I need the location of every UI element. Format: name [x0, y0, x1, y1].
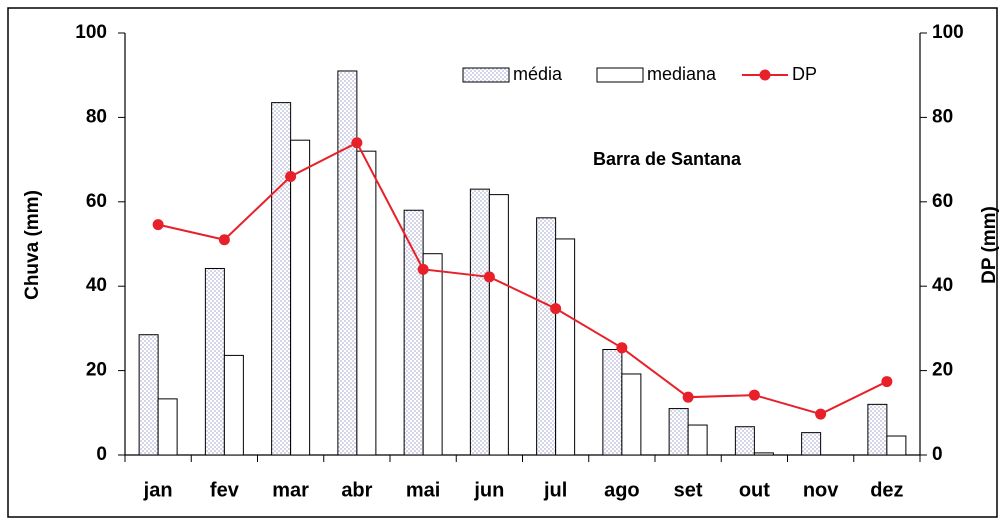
bar [621, 373, 642, 456]
bar [867, 403, 888, 456]
bar [403, 209, 424, 456]
bar [536, 217, 557, 456]
legend-swatch [596, 67, 644, 83]
bar [886, 435, 907, 456]
marker [550, 303, 562, 315]
x-tick-label: jun [473, 479, 504, 501]
x-tick-label: ago [604, 479, 640, 501]
y-tick-label: 100 [75, 22, 107, 43]
y-tick-label: 60 [86, 191, 107, 212]
legend-label: média [513, 64, 563, 84]
x-tick-label: jul [543, 479, 567, 501]
marker [351, 137, 363, 149]
x-tick-label: dez [870, 479, 903, 501]
x-tick-label: mai [406, 479, 440, 501]
x-tick-label: out [739, 479, 770, 501]
bar [356, 150, 377, 456]
marker [417, 263, 429, 275]
bar [687, 424, 708, 456]
bar [271, 102, 292, 456]
legend-label: DP [792, 64, 817, 84]
y2-tick-label: 20 [932, 360, 953, 381]
y2-tick-label: 100 [932, 22, 964, 43]
marker [881, 376, 893, 388]
y2-tick-label: 40 [932, 275, 953, 296]
bar [337, 70, 358, 456]
legend-swatch [759, 69, 771, 81]
legend-swatch [462, 67, 510, 83]
x-tick-label: mar [272, 479, 309, 501]
bar [469, 188, 490, 456]
y-tick-label: 20 [86, 360, 107, 381]
y2-axis-title: DP (mm) [979, 206, 1000, 284]
marker [616, 342, 628, 354]
y-tick-label: 0 [96, 444, 107, 465]
marker [218, 234, 230, 246]
annotation: Barra de Santana [593, 149, 742, 169]
line [157, 141, 888, 416]
bar [157, 398, 178, 456]
bar [223, 354, 244, 456]
y-tick-label: 80 [86, 106, 107, 127]
x-tick-label: fev [210, 479, 240, 501]
legend-label: mediana [647, 64, 717, 84]
bar [290, 139, 311, 456]
marker [483, 271, 495, 283]
bar [488, 194, 509, 456]
y2-tick-label: 0 [932, 444, 943, 465]
marker [815, 408, 827, 420]
bar [422, 253, 443, 456]
x-tick-label: abr [341, 479, 372, 501]
marker [682, 391, 694, 403]
x-tick-label: nov [803, 479, 839, 501]
y2-tick-label: 60 [932, 191, 953, 212]
x-tick-label: jan [143, 479, 173, 501]
bar [602, 349, 623, 456]
y-axis-title: Chuva (mm) [22, 190, 43, 300]
bar [753, 452, 774, 456]
bar [138, 334, 159, 456]
bar [555, 238, 576, 456]
y-tick-label: 40 [86, 275, 107, 296]
bar [801, 432, 822, 456]
marker [285, 170, 297, 182]
bar [204, 267, 225, 456]
bar [668, 408, 689, 456]
x-tick-label: set [674, 479, 703, 501]
y2-tick-label: 80 [932, 106, 953, 127]
marker [152, 219, 164, 231]
marker [748, 389, 760, 401]
bar [734, 426, 755, 456]
